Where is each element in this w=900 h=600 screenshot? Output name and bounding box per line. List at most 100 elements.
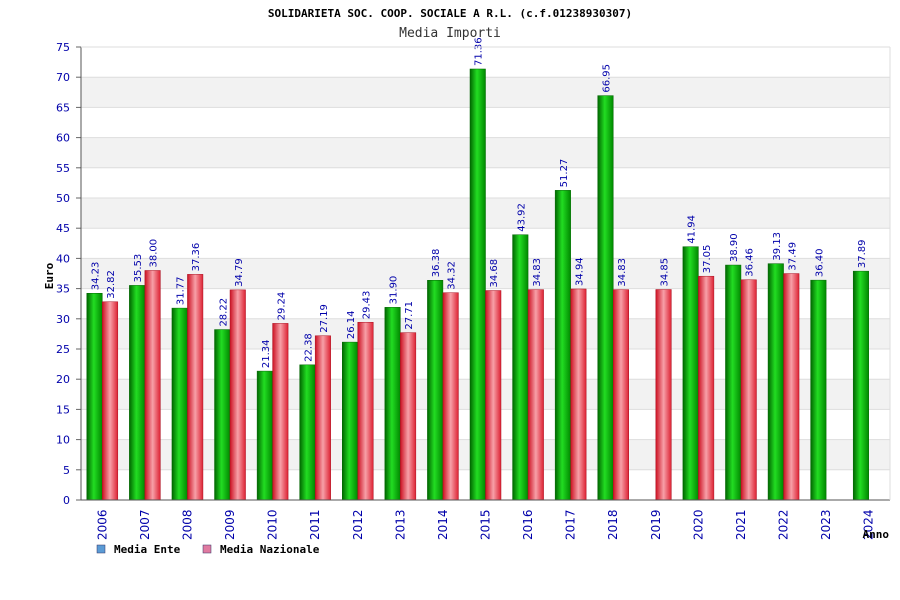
x-tick-label-2018: 2018	[606, 509, 620, 540]
y-tick-label: 40	[56, 252, 70, 265]
x-tick-label-2023: 2023	[819, 509, 833, 540]
value-label-media-ente-2008: 31.77	[176, 276, 187, 305]
bar-media-nazionale-2016	[527, 289, 544, 501]
bar-media-nazionale-2007	[144, 270, 161, 501]
bar-media-nazionale-2015	[485, 290, 502, 501]
legend-swatch-media-ente	[96, 544, 106, 554]
bar-media-ente-2009	[214, 329, 231, 501]
value-labels: 34.23 32.82 35.53 38.00 31.77 37.36 28.22 34.79…	[91, 37, 868, 368]
value-label-media-ente-2015: 71.36	[474, 37, 485, 66]
y-axis-label: Euro	[43, 262, 56, 289]
value-label-media-nazionale-2022: 37.49	[787, 242, 798, 271]
bar-media-nazionale-2017	[570, 288, 587, 501]
value-label-media-nazionale-2006: 32.82	[106, 270, 117, 299]
value-label-media-nazionale-2009: 34.79	[234, 258, 245, 287]
bar-media-ente-2011	[299, 364, 316, 501]
x-tick-label-2019: 2019	[649, 509, 663, 540]
value-label-media-nazionale-2010: 29.24	[276, 292, 287, 321]
bar-media-ente-2012	[342, 341, 359, 501]
axes	[80, 46, 891, 501]
chart-title: SOLIDARIETA SOC. COOP. SOCIALE A R.L. (c…	[268, 7, 632, 20]
x-tick-label-2014: 2014	[436, 509, 450, 540]
value-label-media-ente-2024: 37.89	[857, 240, 868, 269]
value-label-media-nazionale-2017: 34.94	[574, 257, 585, 286]
y-tick-label: 25	[56, 343, 70, 356]
x-tick-label-2009: 2009	[223, 509, 237, 540]
x-tick-label-2010: 2010	[266, 509, 280, 540]
y-tick-label: 0	[63, 494, 70, 507]
legend-swatch-media-nazionale	[202, 544, 212, 554]
value-label-media-nazionale-2020: 37.05	[702, 245, 713, 274]
value-label-media-ente-2013: 31.90	[389, 276, 400, 305]
bars	[86, 68, 869, 501]
bar-media-ente-2013	[384, 307, 401, 501]
x-tick-label-2024: 2024	[862, 509, 876, 540]
bar-media-nazionale-2021	[740, 279, 757, 501]
value-label-media-ente-2006: 34.23	[91, 262, 102, 291]
bar-media-nazionale-2012	[357, 321, 374, 501]
bar-media-ente-2010	[256, 370, 273, 501]
x-axis-label: Anno	[863, 528, 890, 541]
x-tick-label-2017: 2017	[564, 509, 578, 540]
y-tick-labels: 0 5 10 15 20 25 30 35 40 45 50 55 60 65 70 75	[56, 41, 70, 507]
y-tick-label: 60	[56, 132, 70, 145]
y-tick-label: 10	[56, 434, 70, 447]
legend-label-media-ente: Media Ente	[114, 543, 181, 556]
value-label-media-nazionale-2013: 27.71	[404, 301, 415, 330]
bar-media-nazionale-2009	[229, 289, 246, 501]
x-tick-label-2022: 2022	[777, 509, 791, 540]
value-label-media-nazionale-2016: 34.83	[532, 258, 543, 287]
value-label-media-ente-2007: 35.53	[133, 254, 144, 283]
bar-media-ente-2017	[554, 190, 571, 501]
bar-media-ente-2020	[682, 246, 699, 501]
bar-media-ente-2015	[469, 68, 486, 501]
bar-media-ente-2016	[512, 234, 529, 501]
bar-media-ente-2008	[171, 307, 188, 501]
value-label-media-ente-2021: 38.90	[729, 233, 740, 262]
value-label-media-ente-2022: 39.13	[772, 232, 783, 261]
value-label-media-nazionale-2018: 34.83	[617, 258, 628, 287]
x-tick-label-2012: 2012	[351, 509, 365, 540]
bar-media-nazionale-2013	[400, 332, 417, 501]
value-label-media-ente-2010: 21.34	[261, 339, 272, 368]
x-tick-label-2016: 2016	[521, 509, 535, 540]
value-label-media-nazionale-2021: 36.46	[745, 248, 756, 277]
bar-media-nazionale-2019	[655, 289, 672, 501]
bar-media-nazionale-2010	[272, 323, 289, 501]
x-tick-labels: 2006 2007 2008 2009 2010 2011 2012 2013 2014 2015…	[95, 509, 875, 540]
x-tick-label-2013: 2013	[393, 509, 407, 540]
value-label-media-nazionale-2007: 38.00	[149, 239, 160, 268]
bar-media-nazionale-2011	[314, 335, 331, 501]
x-tick-label-2011: 2011	[308, 509, 322, 540]
y-tick-label: 70	[56, 71, 70, 84]
x-tick-label-2008: 2008	[180, 509, 194, 540]
bar-media-nazionale-2018	[612, 289, 629, 501]
value-label-media-ente-2016: 43.92	[516, 203, 527, 232]
value-label-media-nazionale-2011: 27.19	[319, 304, 330, 333]
bar-media-nazionale-2022	[783, 273, 800, 501]
value-label-media-ente-2014: 36.38	[431, 249, 442, 278]
legend-label-media-nazionale: Media Nazionale	[220, 543, 320, 556]
y-tick-label: 30	[56, 313, 70, 326]
x-tick-label-2015: 2015	[479, 509, 493, 540]
value-label-media-nazionale-2008: 37.36	[191, 243, 202, 272]
value-label-media-ente-2009: 28.22	[218, 298, 229, 327]
value-label-media-ente-2017: 51.27	[559, 159, 570, 188]
value-label-media-nazionale-2012: 29.43	[362, 291, 373, 320]
x-tick-label-2021: 2021	[734, 509, 748, 540]
bar-media-nazionale-2008	[187, 274, 204, 501]
bar-media-nazionale-2020	[698, 275, 715, 501]
y-tick-label: 45	[56, 222, 70, 235]
bar-media-ente-2022	[767, 263, 784, 501]
chart-subtitle: Media Importi	[399, 26, 501, 41]
x-tick-label-2007: 2007	[138, 509, 152, 540]
bar-media-ente-2023	[810, 279, 827, 501]
y-tick-label: 15	[56, 403, 70, 416]
value-label-media-ente-2023: 36.40	[814, 249, 825, 278]
x-tick-label-2020: 2020	[691, 509, 705, 540]
bar-media-ente-2021	[725, 264, 742, 501]
value-label-media-ente-2020: 41.94	[687, 215, 698, 244]
y-tick-label: 65	[56, 101, 70, 114]
x-tick-label-2006: 2006	[95, 509, 109, 540]
